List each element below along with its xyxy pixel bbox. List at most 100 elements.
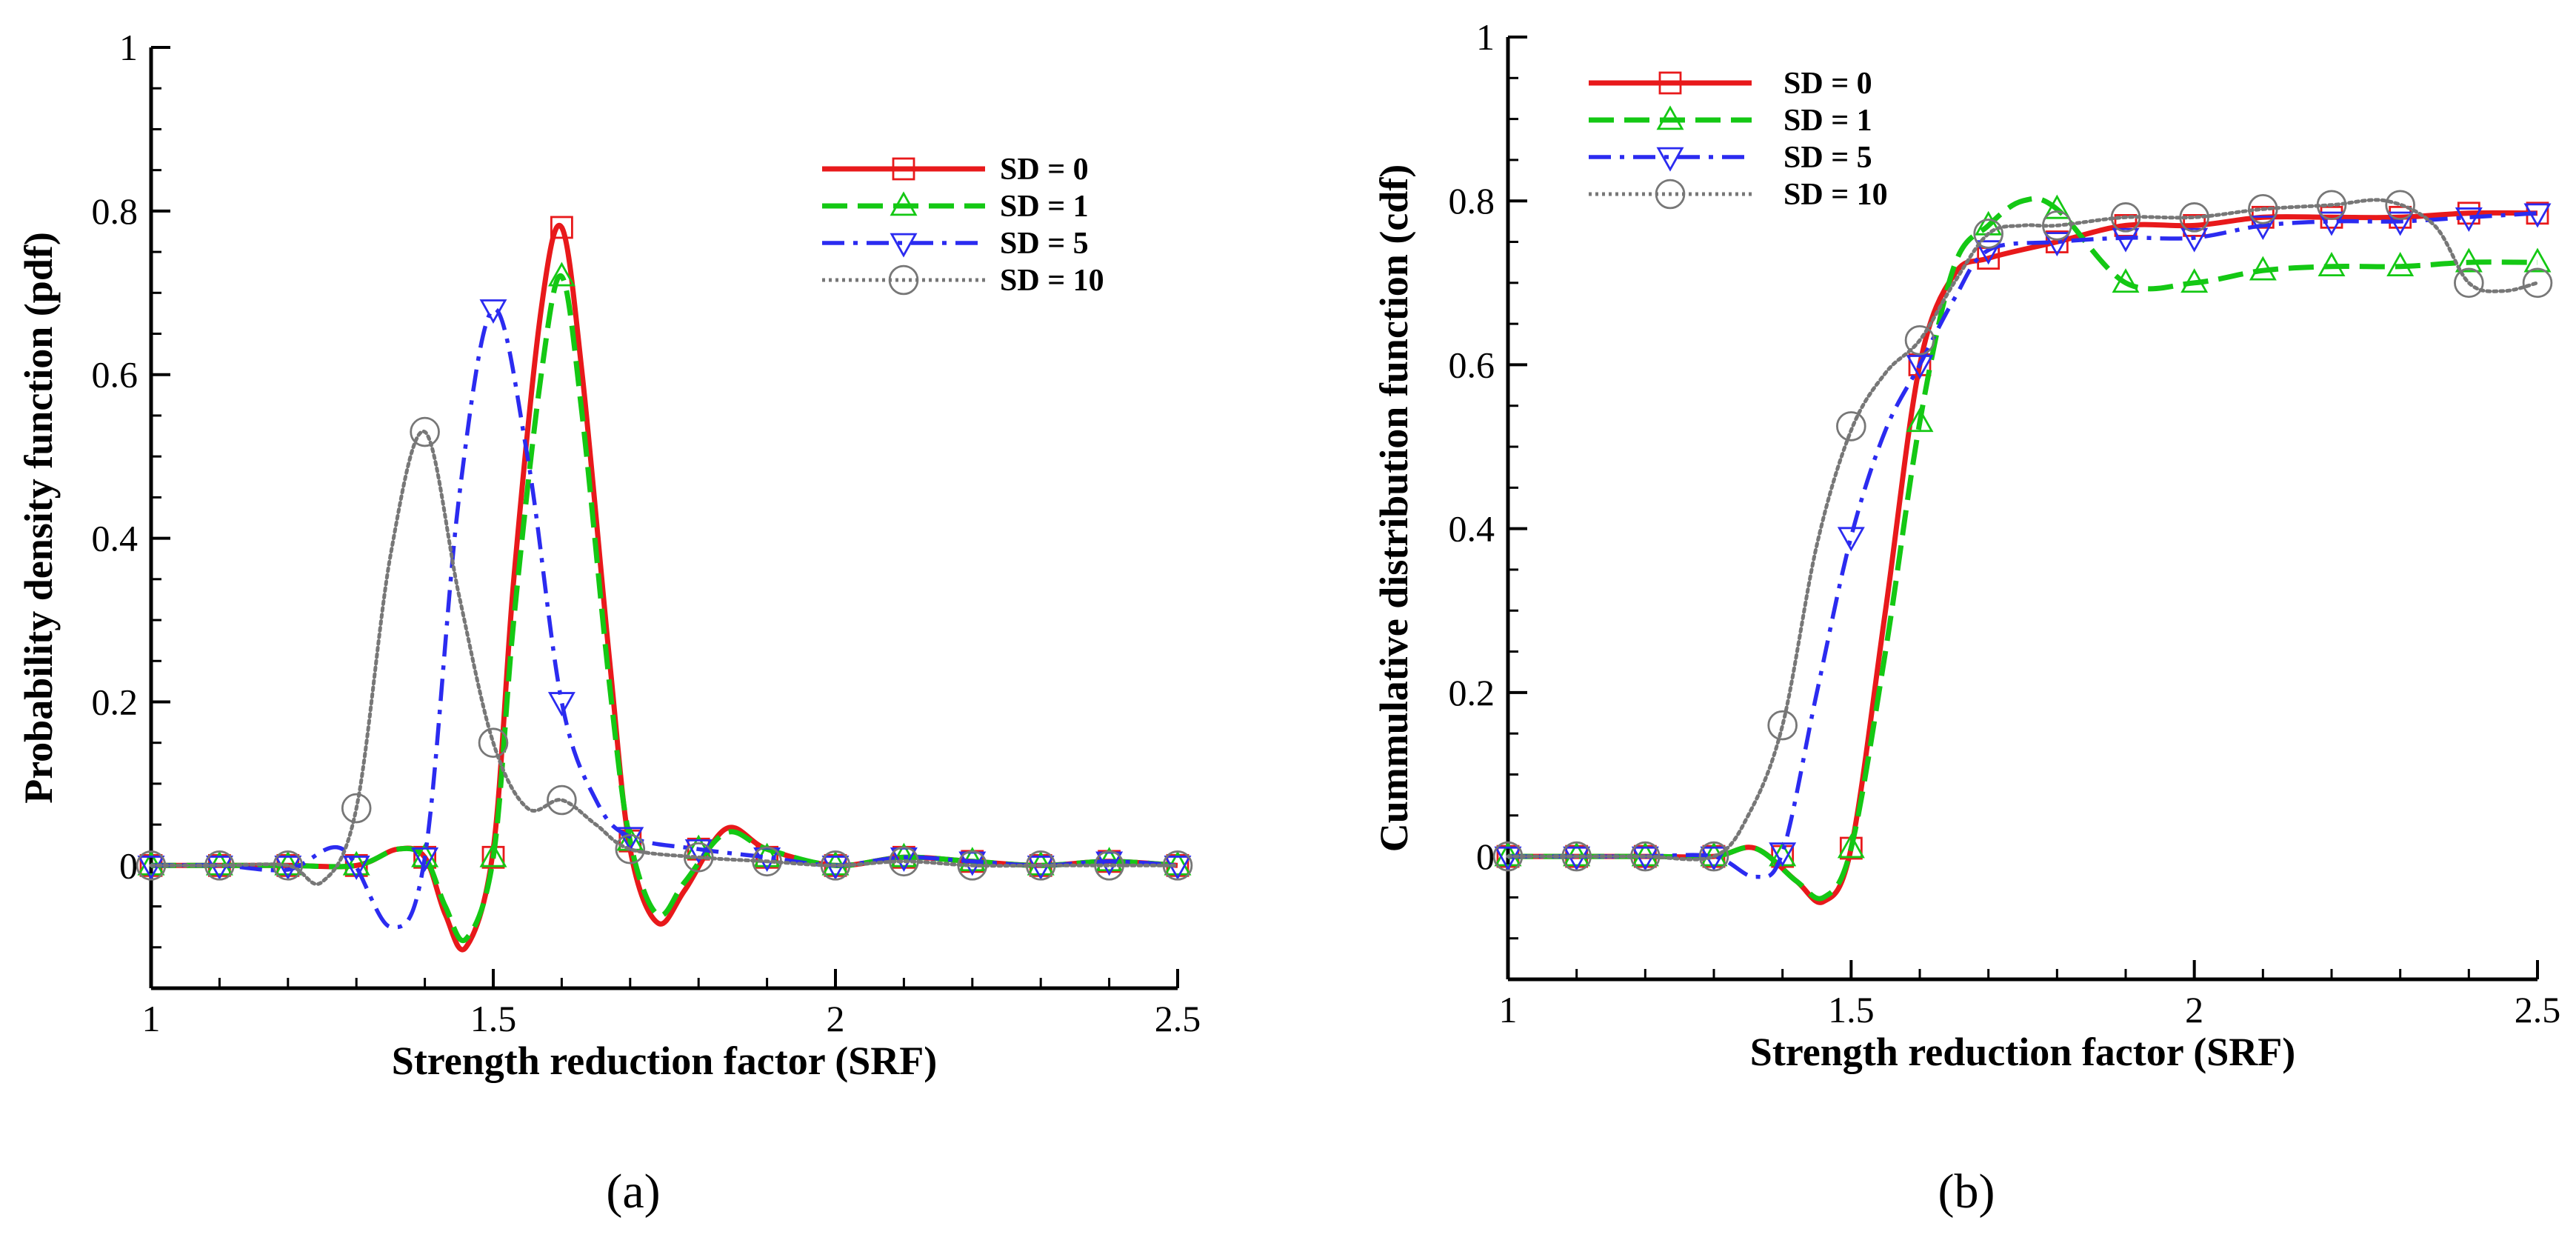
- data-point-marker: [615, 833, 646, 864]
- data-point-marker: [136, 850, 167, 881]
- data-point-marker: [2385, 190, 2415, 221]
- panel-caption: (a): [606, 1165, 660, 1219]
- x-tick-label: 2: [827, 998, 845, 1039]
- x-tick-label: 1: [142, 998, 161, 1039]
- data-point-marker: [1630, 841, 1661, 872]
- data-point-marker: [1094, 850, 1124, 881]
- legend-label: SD = 5: [1783, 141, 1872, 175]
- data-point-marker: [547, 784, 577, 816]
- y-axis-label: Probability density function (pdf): [16, 232, 61, 804]
- data-point-marker: [204, 850, 235, 881]
- data-point-marker: [547, 261, 575, 287]
- x-tick-label: 2: [2185, 989, 2203, 1030]
- data-point-marker: [273, 850, 304, 881]
- data-point-marker: [2523, 203, 2552, 228]
- legend: SD = 0SD = 1SD = 5SD = 10: [822, 153, 1104, 298]
- data-point-marker: [889, 846, 919, 877]
- data-point-marker: [2386, 211, 2415, 236]
- data-point-marker: [2180, 268, 2209, 293]
- data-point-marker: [1975, 240, 2003, 265]
- series-line: [1507, 196, 2538, 902]
- data-point-marker: [820, 850, 851, 881]
- data-point-marker: [2043, 232, 2071, 257]
- y-tick-label: 0.4: [1449, 508, 1495, 550]
- data-point-marker: [2455, 207, 2483, 233]
- data-point-marker: [684, 839, 713, 864]
- data-point-marker: [410, 416, 440, 447]
- series-sd10: [1492, 190, 2553, 872]
- data-point-marker: [2179, 202, 2209, 233]
- data-point-marker: [2110, 202, 2141, 233]
- x-tick-label: 1.5: [1828, 989, 1875, 1030]
- x-tick-label: 1: [1499, 989, 1518, 1030]
- data-point-marker: [2386, 252, 2415, 277]
- data-point-marker: [547, 692, 575, 717]
- data-point-marker: [2318, 252, 2346, 277]
- y-tick-label: 0.8: [1449, 180, 1495, 221]
- data-point-marker: [2249, 216, 2277, 241]
- legend-marker: [1656, 105, 1684, 130]
- data-point-marker: [2249, 256, 2277, 281]
- data-point-marker: [1698, 841, 1729, 872]
- data-point-marker: [1769, 842, 1797, 867]
- y-tick-label: 0.2: [92, 681, 139, 722]
- data-point-marker: [753, 847, 781, 872]
- data-point-marker: [1095, 851, 1124, 876]
- y-tick-label: 0.2: [1449, 672, 1495, 713]
- data-point-marker: [2112, 268, 2140, 293]
- data-point-marker: [683, 842, 714, 873]
- x-tick-label: 1.5: [470, 998, 517, 1039]
- legend-marker: [892, 157, 915, 181]
- data-point-marker: [957, 850, 988, 881]
- data-point-marker: [479, 842, 507, 867]
- data-point-marker: [890, 847, 918, 872]
- data-point-marker: [1837, 527, 1865, 552]
- legend-marker: [1658, 71, 1682, 95]
- data-point-marker: [2454, 267, 2484, 299]
- data-point-marker: [1494, 846, 1522, 871]
- panel-b-cdf-chart: 0 0.2 0.4 0.6 0.8 1 1 1.5 2 2.5 Strength reduction…: [1372, 16, 2560, 1219]
- x-tick-label: 2.5: [1155, 998, 1201, 1039]
- data-point-marker: [1025, 850, 1056, 881]
- data-point-marker: [616, 827, 644, 852]
- series-sd5: [1494, 203, 2552, 879]
- legend-marker: [890, 191, 918, 216]
- series-line: [1507, 211, 2538, 879]
- data-point-marker: [890, 842, 918, 867]
- legend-label: SD = 1: [1783, 104, 1872, 138]
- legend-label: SD = 0: [1000, 153, 1089, 187]
- data-point-marker: [2180, 227, 2209, 253]
- data-point-marker: [1906, 355, 1934, 380]
- legend-marker: [890, 233, 918, 258]
- data-point-marker: [1162, 850, 1193, 881]
- data-point-marker: [1561, 841, 1592, 872]
- legend-label: SD = 10: [1783, 178, 1888, 212]
- data-point-marker: [821, 856, 850, 881]
- x-axis-label: Strength reduction factor (SRF): [392, 1039, 937, 1083]
- legend-label: SD = 10: [1000, 264, 1104, 298]
- legend-label: SD = 0: [1783, 67, 1872, 101]
- data-point-marker: [1973, 219, 2003, 249]
- y-tick-label: 0.6: [1449, 344, 1495, 385]
- series-line: [150, 307, 1178, 930]
- x-axis-label: Strength reduction factor (SRF): [1750, 1030, 2295, 1074]
- data-point-marker: [2523, 247, 2552, 273]
- legend-label: SD = 1: [1000, 190, 1089, 224]
- data-point-marker: [2455, 247, 2483, 273]
- y-tick-label: 0: [119, 844, 138, 886]
- data-point-marker: [2043, 194, 2071, 219]
- data-point-marker: [341, 793, 372, 824]
- y-tick-label: 0: [1476, 836, 1495, 877]
- y-tick-label: 1: [1476, 16, 1495, 58]
- y-tick-label: 1: [119, 27, 138, 68]
- legend: SD = 0SD = 1SD = 5SD = 10: [1589, 67, 1888, 212]
- data-point-marker: [137, 856, 165, 881]
- data-point-marker: [958, 851, 987, 876]
- y-tick-label: 0.8: [92, 190, 139, 232]
- data-point-marker: [1906, 407, 1934, 433]
- data-point-marker: [342, 856, 370, 881]
- legend-marker: [1656, 147, 1684, 172]
- data-point-marker: [479, 299, 507, 324]
